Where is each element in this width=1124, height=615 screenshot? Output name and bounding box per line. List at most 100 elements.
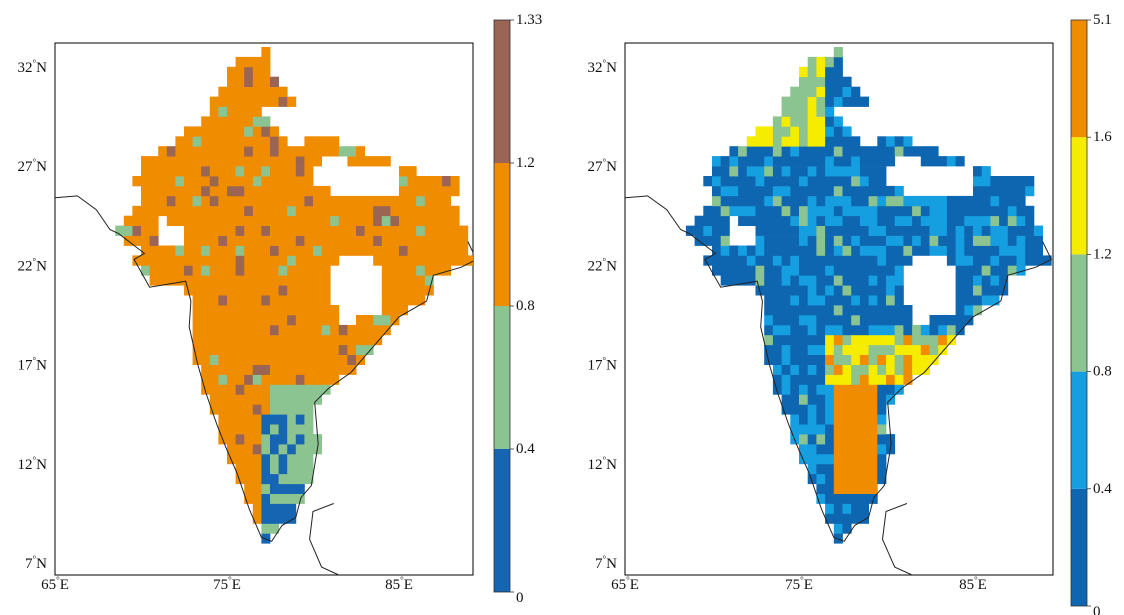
grid-cell (825, 176, 835, 187)
grid-cell (946, 195, 956, 207)
grid-cell (825, 66, 835, 78)
grid-cell (799, 176, 809, 187)
grid-cell (166, 215, 176, 226)
grid-cell (859, 404, 869, 415)
grid-cell (235, 56, 245, 68)
grid-cell (912, 146, 922, 157)
grid-cell (851, 166, 861, 177)
grid-cell (859, 453, 869, 465)
grid-cell (703, 235, 713, 246)
grid-cell (261, 235, 271, 246)
grid-cell (807, 305, 817, 316)
grid-cell (209, 285, 219, 296)
grid-cell (720, 156, 730, 167)
grid-cell (842, 483, 852, 494)
grid-cell (816, 384, 826, 395)
grid-cell (877, 176, 887, 187)
grid-cell (287, 324, 297, 336)
grid-cell (244, 295, 254, 306)
grid-cell (816, 76, 826, 87)
grid-cell (287, 394, 297, 405)
grid-cell (235, 66, 245, 78)
grid-cell (424, 205, 434, 217)
grid-cell (755, 265, 765, 276)
grid-cell (1007, 185, 1017, 197)
grid-cell (990, 215, 1000, 226)
grid-cell (877, 255, 887, 266)
grid-cell (390, 275, 400, 286)
grid-cell (356, 245, 365, 256)
grid-cell (192, 305, 202, 316)
grid-cell (955, 255, 965, 266)
grid-cell (807, 473, 817, 485)
grid-cell (201, 265, 211, 276)
grid-cell (851, 215, 861, 226)
grid-cell (816, 166, 826, 177)
grid-cell (166, 275, 176, 286)
grid-cell (252, 156, 262, 167)
grid-cell (859, 235, 869, 246)
grid-cell (364, 344, 374, 355)
grid-cell (132, 176, 142, 187)
grid-cell (252, 334, 262, 346)
grid-cell (781, 265, 791, 276)
colorbar-tick-label: 0.4 (1093, 481, 1112, 497)
grid-cell (720, 205, 730, 217)
grid-cell (859, 195, 869, 207)
grid-cell (287, 166, 297, 177)
grid-cell (261, 285, 271, 296)
grid-cell (799, 166, 809, 177)
grid-cell (764, 156, 774, 167)
grid-cell (807, 364, 817, 375)
grid-cell (851, 315, 861, 326)
grid-cell (175, 275, 185, 286)
grid-cell (304, 344, 314, 355)
grid-cell (399, 166, 408, 177)
grid-cell (1033, 245, 1043, 256)
grid-cell (781, 275, 791, 286)
grid-cell (261, 473, 271, 485)
grid-cell (868, 444, 878, 455)
colorbar-segment (1071, 20, 1087, 138)
grid-cell (261, 374, 271, 385)
grid-cell (842, 463, 852, 475)
grid-cell (390, 235, 400, 246)
grid-cell (886, 384, 896, 395)
grid-cell (218, 275, 228, 286)
grid-cell (842, 235, 852, 246)
grid-cell (781, 136, 791, 147)
grid-cell (166, 205, 176, 217)
grid-cell (115, 225, 125, 236)
grid-cell (816, 295, 826, 306)
grid-cell (459, 225, 469, 236)
longitude-label: 65°E (41, 575, 69, 593)
grid-cell (764, 195, 774, 207)
left-longitude-labels: 65°E 75°E 85°E (41, 575, 413, 593)
grid-cell (424, 215, 434, 226)
grid-cell (304, 146, 314, 157)
grid-cell (729, 205, 739, 217)
grid-cell (790, 156, 800, 167)
grid-cell (141, 245, 150, 256)
grid-cell (799, 404, 809, 415)
grid-cell (877, 434, 887, 445)
grid-cell (894, 265, 904, 276)
grid-cell (158, 195, 168, 207)
grid-cell (842, 384, 852, 395)
grid-cell (729, 275, 739, 286)
grid-cell (390, 315, 400, 326)
grid-cell (218, 245, 228, 256)
grid-cell (399, 295, 408, 306)
grid-cell (946, 324, 956, 336)
grid-cell (799, 185, 809, 197)
grid-cell (347, 344, 357, 355)
grid-cell (244, 96, 254, 107)
grid-cell (842, 86, 852, 97)
grid-cell (903, 364, 913, 375)
grid-cell (209, 394, 219, 405)
grid-cell (807, 215, 817, 226)
grid-cell (903, 324, 913, 336)
grid-cell (807, 146, 817, 157)
grid-cell (149, 265, 159, 276)
grid-cell (842, 444, 852, 455)
